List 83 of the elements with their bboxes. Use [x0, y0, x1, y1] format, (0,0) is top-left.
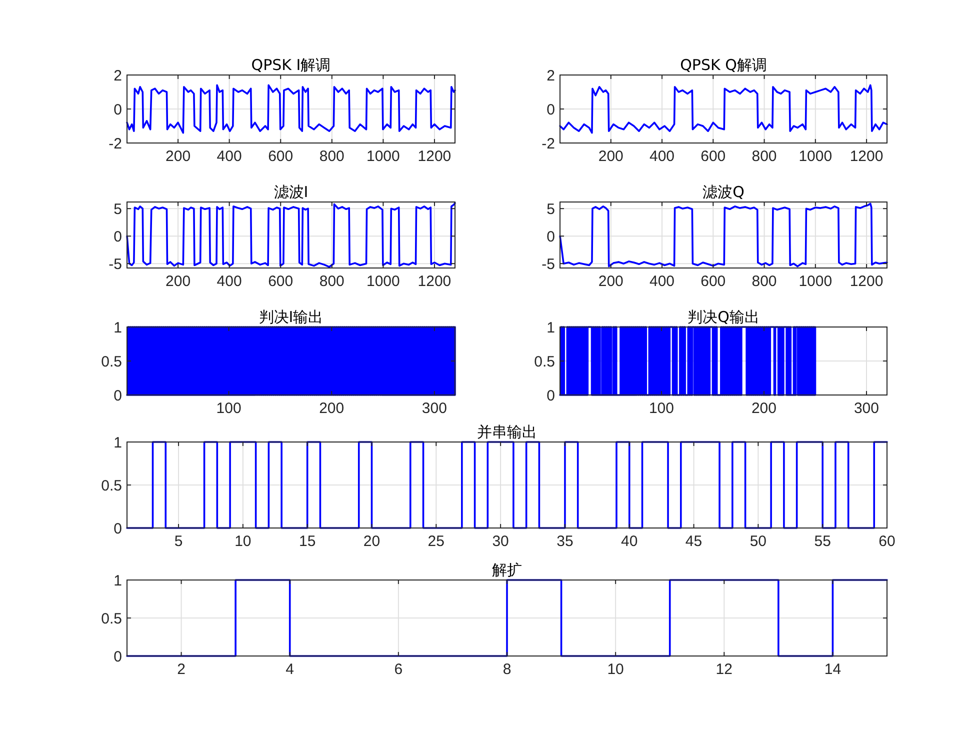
y-tick-label: 1 [114, 572, 122, 590]
x-tick-label: 200 [598, 273, 624, 290]
y-tick-label: 0 [114, 101, 122, 118]
chart-title: 滤波Q [702, 183, 744, 201]
chart-title: QPSK I解调 [251, 56, 331, 74]
x-tick-label: 1000 [798, 273, 832, 290]
x-tick-label: 1200 [850, 273, 884, 290]
x-tick-label: 10 [607, 661, 624, 678]
x-tick-label: 100 [216, 400, 242, 417]
x-tick-label: 300 [422, 400, 447, 417]
chart-title: QPSK Q解调 [680, 56, 767, 74]
y-tick-label: 0.5 [101, 353, 122, 370]
y-tick-label: 5 [114, 200, 122, 218]
x-tick-label: 14 [824, 661, 842, 678]
x-tick-label: 400 [649, 148, 675, 165]
x-tick-label: 600 [700, 273, 726, 290]
y-tick-label: -5 [108, 256, 122, 273]
x-tick-label: 600 [268, 148, 294, 165]
y-tick-label: 1 [114, 434, 122, 452]
x-tick-label: 600 [700, 148, 726, 165]
x-tick-label: 1000 [366, 148, 400, 165]
x-tick-label: 800 [319, 148, 344, 165]
x-tick-label: 200 [751, 400, 777, 417]
y-tick-label: 1 [546, 319, 555, 336]
y-tick-label: 0 [546, 101, 555, 118]
y-tick-label: -5 [542, 256, 555, 273]
x-tick-label: 55 [814, 533, 831, 550]
x-tick-label: 6 [394, 661, 403, 678]
x-tick-label: 1200 [850, 148, 884, 165]
x-tick-label: 200 [166, 148, 191, 165]
x-tick-label: 1200 [418, 273, 452, 290]
x-tick-label: 800 [752, 273, 777, 290]
x-tick-label: 300 [854, 400, 880, 417]
x-tick-label: 40 [621, 533, 638, 550]
x-tick-label: 100 [648, 400, 674, 417]
x-tick-label: 15 [298, 533, 316, 550]
x-tick-label: 1000 [366, 273, 400, 290]
y-tick-label: 0 [114, 228, 122, 246]
y-tick-label: 0.5 [534, 353, 555, 370]
x-tick-label: 200 [598, 148, 624, 165]
chart-title: 解扩 [492, 561, 522, 579]
y-tick-label: 5 [546, 200, 555, 218]
line-series [559, 84, 888, 134]
x-tick-label: 5 [174, 533, 183, 550]
y-tick-label: 2 [114, 67, 122, 84]
x-tick-label: 400 [216, 148, 242, 165]
x-tick-label: 800 [752, 148, 777, 165]
x-tick-label: 50 [750, 533, 767, 550]
y-tick-label: 0 [114, 387, 122, 404]
x-tick-label: 8 [502, 661, 512, 678]
x-tick-label: 60 [878, 533, 896, 550]
chart-title: 判决Q输出 [688, 308, 760, 326]
x-tick-label: 10 [234, 533, 252, 550]
chart-title: 判决I输出 [258, 308, 324, 326]
x-tick-label: 200 [319, 400, 344, 417]
x-tick-label: 12 [716, 661, 732, 678]
x-tick-label: 400 [649, 273, 675, 290]
y-tick-label: 0 [114, 520, 122, 538]
x-tick-label: 800 [319, 273, 344, 290]
x-tick-label: 25 [428, 533, 444, 550]
chart-title: 并串输出 [477, 423, 537, 441]
chart-title: 滤波I [274, 183, 308, 201]
x-tick-label: 4 [286, 661, 294, 678]
y-tick-label: 1 [114, 319, 122, 336]
x-tick-label: 2 [177, 661, 186, 678]
x-tick-label: 200 [166, 273, 191, 290]
y-tick-label: 0 [546, 228, 555, 246]
x-tick-label: 1000 [798, 148, 832, 165]
y-tick-label: 0.5 [101, 477, 122, 494]
x-tick-label: 45 [685, 533, 702, 550]
y-tick-label: 0 [114, 648, 122, 666]
y-tick-label: 0 [546, 387, 555, 404]
line-series [126, 84, 456, 134]
y-tick-label: -2 [108, 135, 122, 152]
x-tick-label: 30 [492, 533, 509, 550]
x-tick-label: 20 [363, 533, 380, 550]
y-tick-label: -2 [542, 135, 555, 152]
x-tick-label: 1200 [418, 148, 452, 165]
y-tick-label: 2 [546, 67, 555, 84]
x-tick-label: 35 [556, 533, 574, 550]
y-tick-label: 0.5 [101, 610, 122, 628]
x-tick-label: 400 [216, 273, 242, 290]
x-tick-label: 600 [268, 273, 294, 290]
